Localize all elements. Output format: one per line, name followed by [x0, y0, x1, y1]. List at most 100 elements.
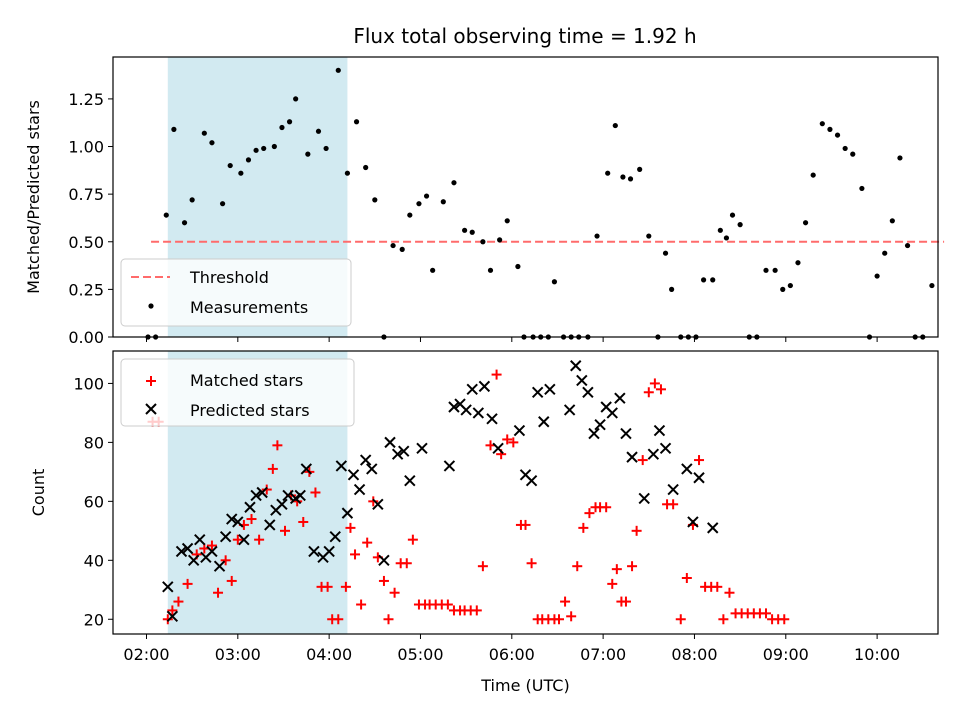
measurement-point: [795, 260, 801, 266]
matched-star-point: [681, 572, 692, 583]
predicted-x-b: [347, 469, 360, 481]
bottom-panel: 20 40 60 80 100 02:00 03:00 04:00 05:00 06:00 07:0…: [29, 350, 939, 695]
matched-star-point: [389, 587, 400, 598]
measurement-point: [271, 143, 277, 150]
matched-star-point: [333, 614, 344, 625]
predicted-x-b: [238, 533, 250, 546]
measurement-point: [171, 126, 177, 132]
predicted-star-point: [256, 486, 268, 499]
measurement-point: [423, 193, 430, 199]
matched-star-point: [213, 587, 224, 598]
predicted-star-point: [681, 463, 693, 475]
predicted-star-point: [659, 442, 672, 454]
measurement-point: [780, 286, 786, 292]
predicted-x-b: [378, 554, 390, 567]
measurement-point: [315, 128, 322, 134]
predicted-star-point: [250, 489, 262, 502]
predicted-x-b: [206, 545, 218, 558]
predicted-x-b: [544, 383, 556, 396]
measurement-point: [372, 197, 378, 203]
predicted-x-b: [707, 522, 719, 534]
predicted-x-b: [594, 418, 606, 431]
matched-star-point: [655, 384, 666, 395]
predicted-x-b: [626, 451, 638, 463]
matched-star-point: [220, 555, 231, 566]
matched-star-point: [471, 605, 482, 616]
matched-star-point: [607, 578, 618, 589]
measurement-point: [181, 220, 188, 226]
predicted-star-point: [347, 469, 360, 481]
predicted-star-point: [181, 542, 194, 555]
predicted-x-b: [576, 374, 588, 387]
measurement-point: [363, 164, 369, 171]
matched-star-point: [383, 614, 394, 625]
predicted-x-b: [250, 489, 262, 502]
predicted-star-point: [626, 451, 638, 463]
predicted-star-point: [531, 386, 544, 398]
predicted-star-point: [582, 386, 594, 398]
predicted-star-point: [329, 531, 341, 543]
measurement-point: [662, 250, 669, 256]
predicted-star-point: [570, 360, 582, 372]
bottom-xtick-label: 08:00: [671, 645, 717, 664]
matched-star-point: [760, 608, 771, 619]
predicted-x-b: [181, 542, 194, 555]
matched-star-point: [694, 455, 705, 466]
matched-star-point: [611, 564, 622, 575]
matched-star-point: [442, 599, 453, 610]
predicted-star-point: [538, 416, 550, 428]
predicted-x-b: [175, 545, 188, 558]
legend-measurement-label: Measurements: [190, 298, 308, 317]
measurement-point: [819, 121, 825, 127]
matched-star-point: [356, 599, 367, 610]
predicted-x-b: [366, 463, 378, 475]
predicted-x-b: [454, 398, 466, 410]
matched-star-point: [631, 525, 642, 536]
matched-star-point: [182, 578, 193, 589]
predicted-star-point: [620, 427, 632, 440]
measurement-point: [646, 233, 652, 239]
predicted-star-point: [606, 407, 618, 419]
predicted-star-point: [294, 489, 306, 502]
matched-star-point: [712, 581, 723, 592]
bottom-xtick-label: 09:00: [763, 645, 809, 664]
matched-star-point: [340, 581, 351, 592]
measurement-point: [882, 250, 888, 256]
predicted-x-b: [582, 386, 594, 398]
measurement-point: [787, 282, 793, 289]
predicted-x-b: [472, 407, 485, 419]
matched-star-point: [267, 463, 278, 474]
measurement-point: [700, 277, 707, 283]
measurement-point: [163, 212, 169, 218]
predicted-star-point: [707, 522, 719, 534]
matched-star-point: [368, 496, 379, 507]
measurement-point: [344, 170, 351, 176]
predicted-x-b: [653, 424, 666, 437]
predicted-x-b: [693, 472, 705, 484]
matched-star-point: [407, 534, 418, 545]
matched-star-point: [401, 558, 412, 569]
measurement-point: [504, 218, 510, 224]
measurement-point: [227, 162, 233, 169]
measurement-point: [763, 267, 769, 273]
predicted-x-b: [166, 610, 179, 623]
predicted-star-point: [398, 445, 410, 457]
predicted-x-b: [448, 401, 460, 413]
predicted-star-point: [513, 424, 526, 437]
predicted-star-point: [238, 533, 250, 546]
measurement-point: [390, 242, 396, 249]
predicted-star-point: [492, 442, 504, 454]
matched-star-point: [322, 581, 333, 592]
predicted-star-point: [693, 472, 705, 484]
measurement-point: [407, 212, 413, 218]
matched-star-point: [310, 487, 321, 498]
predicted-x-b: [466, 383, 478, 396]
predicted-x-b: [294, 489, 306, 502]
predicted-star-point: [687, 516, 699, 528]
measurement-point: [929, 282, 935, 289]
matched-star-point: [560, 596, 571, 607]
measurement-point: [710, 277, 716, 283]
predicted-star-point: [466, 383, 478, 396]
top-legend: Threshold Measurements: [120, 258, 352, 327]
measurement-point: [261, 145, 267, 152]
